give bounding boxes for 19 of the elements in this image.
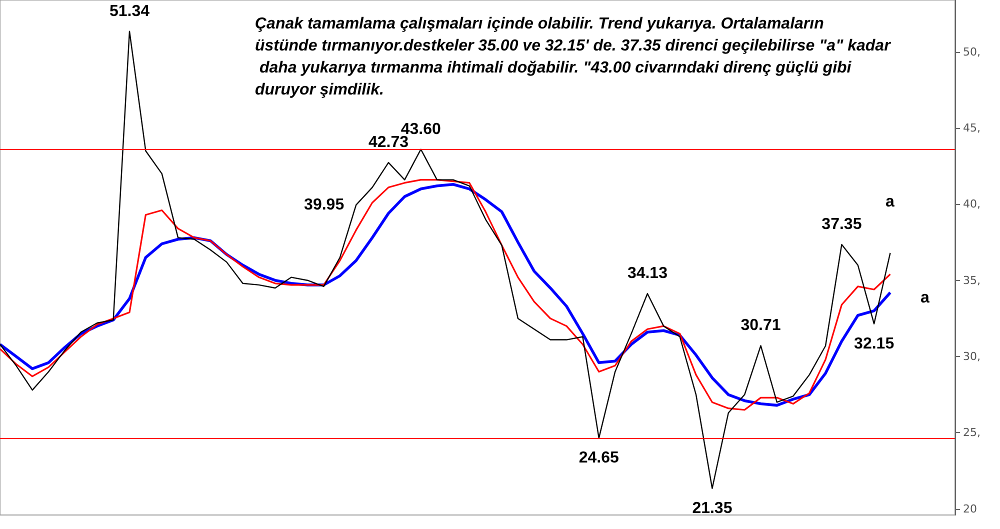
data-label: 30.71 <box>740 317 781 334</box>
y-tick-label: 25, <box>963 426 980 440</box>
y-tick-label: 45, <box>963 121 980 134</box>
data-label: 24.65 <box>578 450 620 467</box>
y-tick-label: 30, <box>963 350 980 364</box>
data-label: 34.13 <box>627 265 668 282</box>
data-label: 42.73 <box>368 134 409 152</box>
data-label: 37.35 <box>822 216 862 234</box>
data-label: 21.35 <box>692 500 732 517</box>
y-tick-label: 40, <box>963 198 980 211</box>
data-label: 51.34 <box>109 2 150 20</box>
y-tick-label: 20 <box>963 502 977 516</box>
data-label: 39.95 <box>304 196 344 214</box>
y-tick-label: 35, <box>963 274 980 287</box>
data-label: 32.15 <box>854 335 894 352</box>
annotation: a <box>886 194 895 210</box>
text: Çanak tamamlama çalışmaları içinde olabilir. Trend yukarıya. Ortalamaların üstünde tırmanıyor.destkeler 35.00 ve 32.15' de. 37.35 direnci geçilebilirse "a" kadar daha yukarıya tırmanma ihtimali doğabilir. "43.00 civarındaki direnç güçlü gibi duruyor şimdilik. <box>255 16 892 98</box>
annotation: a <box>920 290 930 306</box>
y-tick-label: 50, <box>963 45 980 58</box>
